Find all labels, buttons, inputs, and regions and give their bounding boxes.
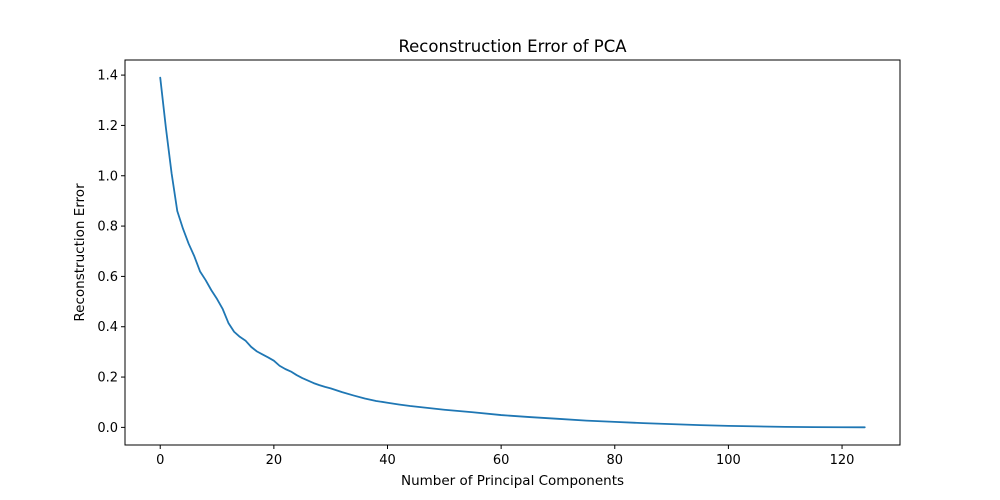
- chart-title: Reconstruction Error of PCA: [398, 37, 627, 56]
- x-axis-label: Number of Principal Components: [401, 473, 624, 489]
- error-curve-line: [159, 76, 866, 429]
- y-tick-label: 0.0: [97, 421, 118, 436]
- y-tick-label: 0.8: [97, 220, 118, 235]
- x-tick-label: 100: [716, 453, 741, 468]
- y-axis-label: Reconstruction Error: [72, 183, 88, 322]
- y-tick-label: 0.2: [97, 371, 118, 386]
- x-tick-label: 60: [493, 453, 510, 468]
- y-tick-label: 0.4: [97, 320, 118, 335]
- plot-frame: [124, 59, 901, 446]
- x-tick-label: 20: [266, 453, 283, 468]
- x-tick-label: 0: [156, 453, 164, 468]
- y-tick-label: 0.6: [97, 270, 118, 285]
- x-axis: 0 20 40 60 80 100 120: [156, 445, 854, 468]
- y-tick-label: 1.0: [97, 169, 118, 184]
- y-axis: 0.0 0.2 0.4 0.6 0.8 1.0 1.2 1.4: [97, 69, 125, 436]
- y-tick-label: 1.4: [97, 69, 118, 84]
- x-tick-label: 120: [830, 453, 855, 468]
- y-tick-label: 1.2: [97, 119, 118, 134]
- plot-content: [159, 76, 866, 429]
- x-tick-label: 80: [606, 453, 623, 468]
- x-tick-label: 40: [379, 453, 396, 468]
